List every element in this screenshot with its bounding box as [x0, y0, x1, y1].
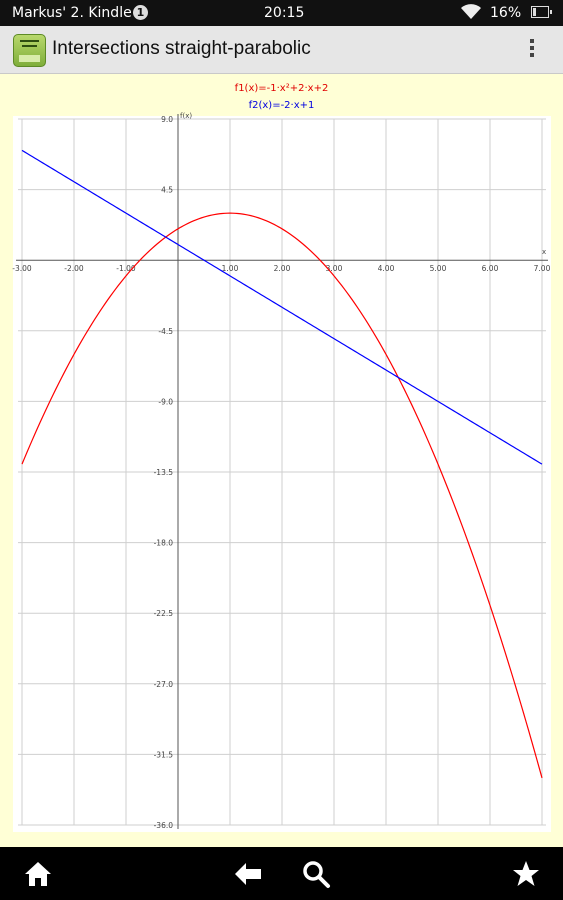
search-icon[interactable]: [301, 859, 331, 889]
y-tick-label: -36.0: [154, 821, 174, 830]
y-tick-label: -22.5: [154, 609, 174, 618]
y-tick-label: -27.0: [154, 680, 174, 689]
clock: 20:15: [264, 5, 305, 21]
back-icon[interactable]: [233, 859, 263, 889]
series-line-2: [21, 149, 543, 465]
legend-f2: f2(x)=-2·x+1: [248, 100, 315, 111]
status-bar: Markus' 2. Kindle 1 20:15 16%: [0, 0, 563, 26]
battery-icon: [531, 6, 552, 18]
x-axis-label: x: [542, 248, 546, 256]
y-tick-label: -31.5: [154, 750, 174, 759]
y-tick-label: -9.0: [158, 397, 173, 406]
app-title: Intersections straight-parabolic: [52, 38, 311, 59]
plot-area[interactable]: f1(x)=-1·x²+2·x+2 f2(x)=-2·x+1 -3.00 -2.0…: [0, 74, 563, 847]
overflow-menu-icon[interactable]: [528, 39, 536, 61]
y-tick-label: -4.5: [158, 327, 173, 336]
x-tick-label: 3.00: [326, 264, 343, 273]
favorite-star-icon[interactable]: [511, 859, 541, 889]
x-tick-label: -3.00: [12, 264, 32, 273]
x-tick-label: 7.00: [534, 264, 551, 273]
app-icon[interactable]: [13, 34, 46, 67]
legend-f1: f1(x)=-1·x²+2·x+2: [234, 83, 329, 94]
function-plot[interactable]: -3.00 -2.00 -1.00 1.00 2.00 3.00 4.00 5.00 6.00 7…: [0, 74, 563, 847]
x-tick-label: 6.00: [482, 264, 499, 273]
action-bar: Intersections straight-parabolic: [0, 26, 563, 74]
x-tick-label: 2.00: [274, 264, 291, 273]
y-tick-label: -18.0: [154, 539, 174, 548]
x-tick-label: -1.00: [116, 264, 136, 273]
y-tick-label: -13.5: [154, 468, 174, 477]
x-tick-label: -2.00: [64, 264, 84, 273]
series-line-1: [21, 212, 543, 779]
device-name: Markus' 2. Kindle: [12, 5, 132, 21]
notification-badge[interactable]: 1: [133, 5, 148, 20]
x-tick-label: 1.00: [222, 264, 239, 273]
y-tick-label: 9.0: [161, 115, 173, 124]
y-tick-label: 4.5: [161, 186, 173, 195]
x-tick-label: 5.00: [430, 264, 447, 273]
x-tick-label: 4.00: [378, 264, 395, 273]
wifi-icon: [460, 3, 482, 25]
y-axis-label: f(x): [180, 112, 192, 120]
battery-percent: 16%: [490, 5, 522, 21]
home-icon[interactable]: [23, 859, 53, 889]
navigation-bar: [0, 847, 563, 900]
